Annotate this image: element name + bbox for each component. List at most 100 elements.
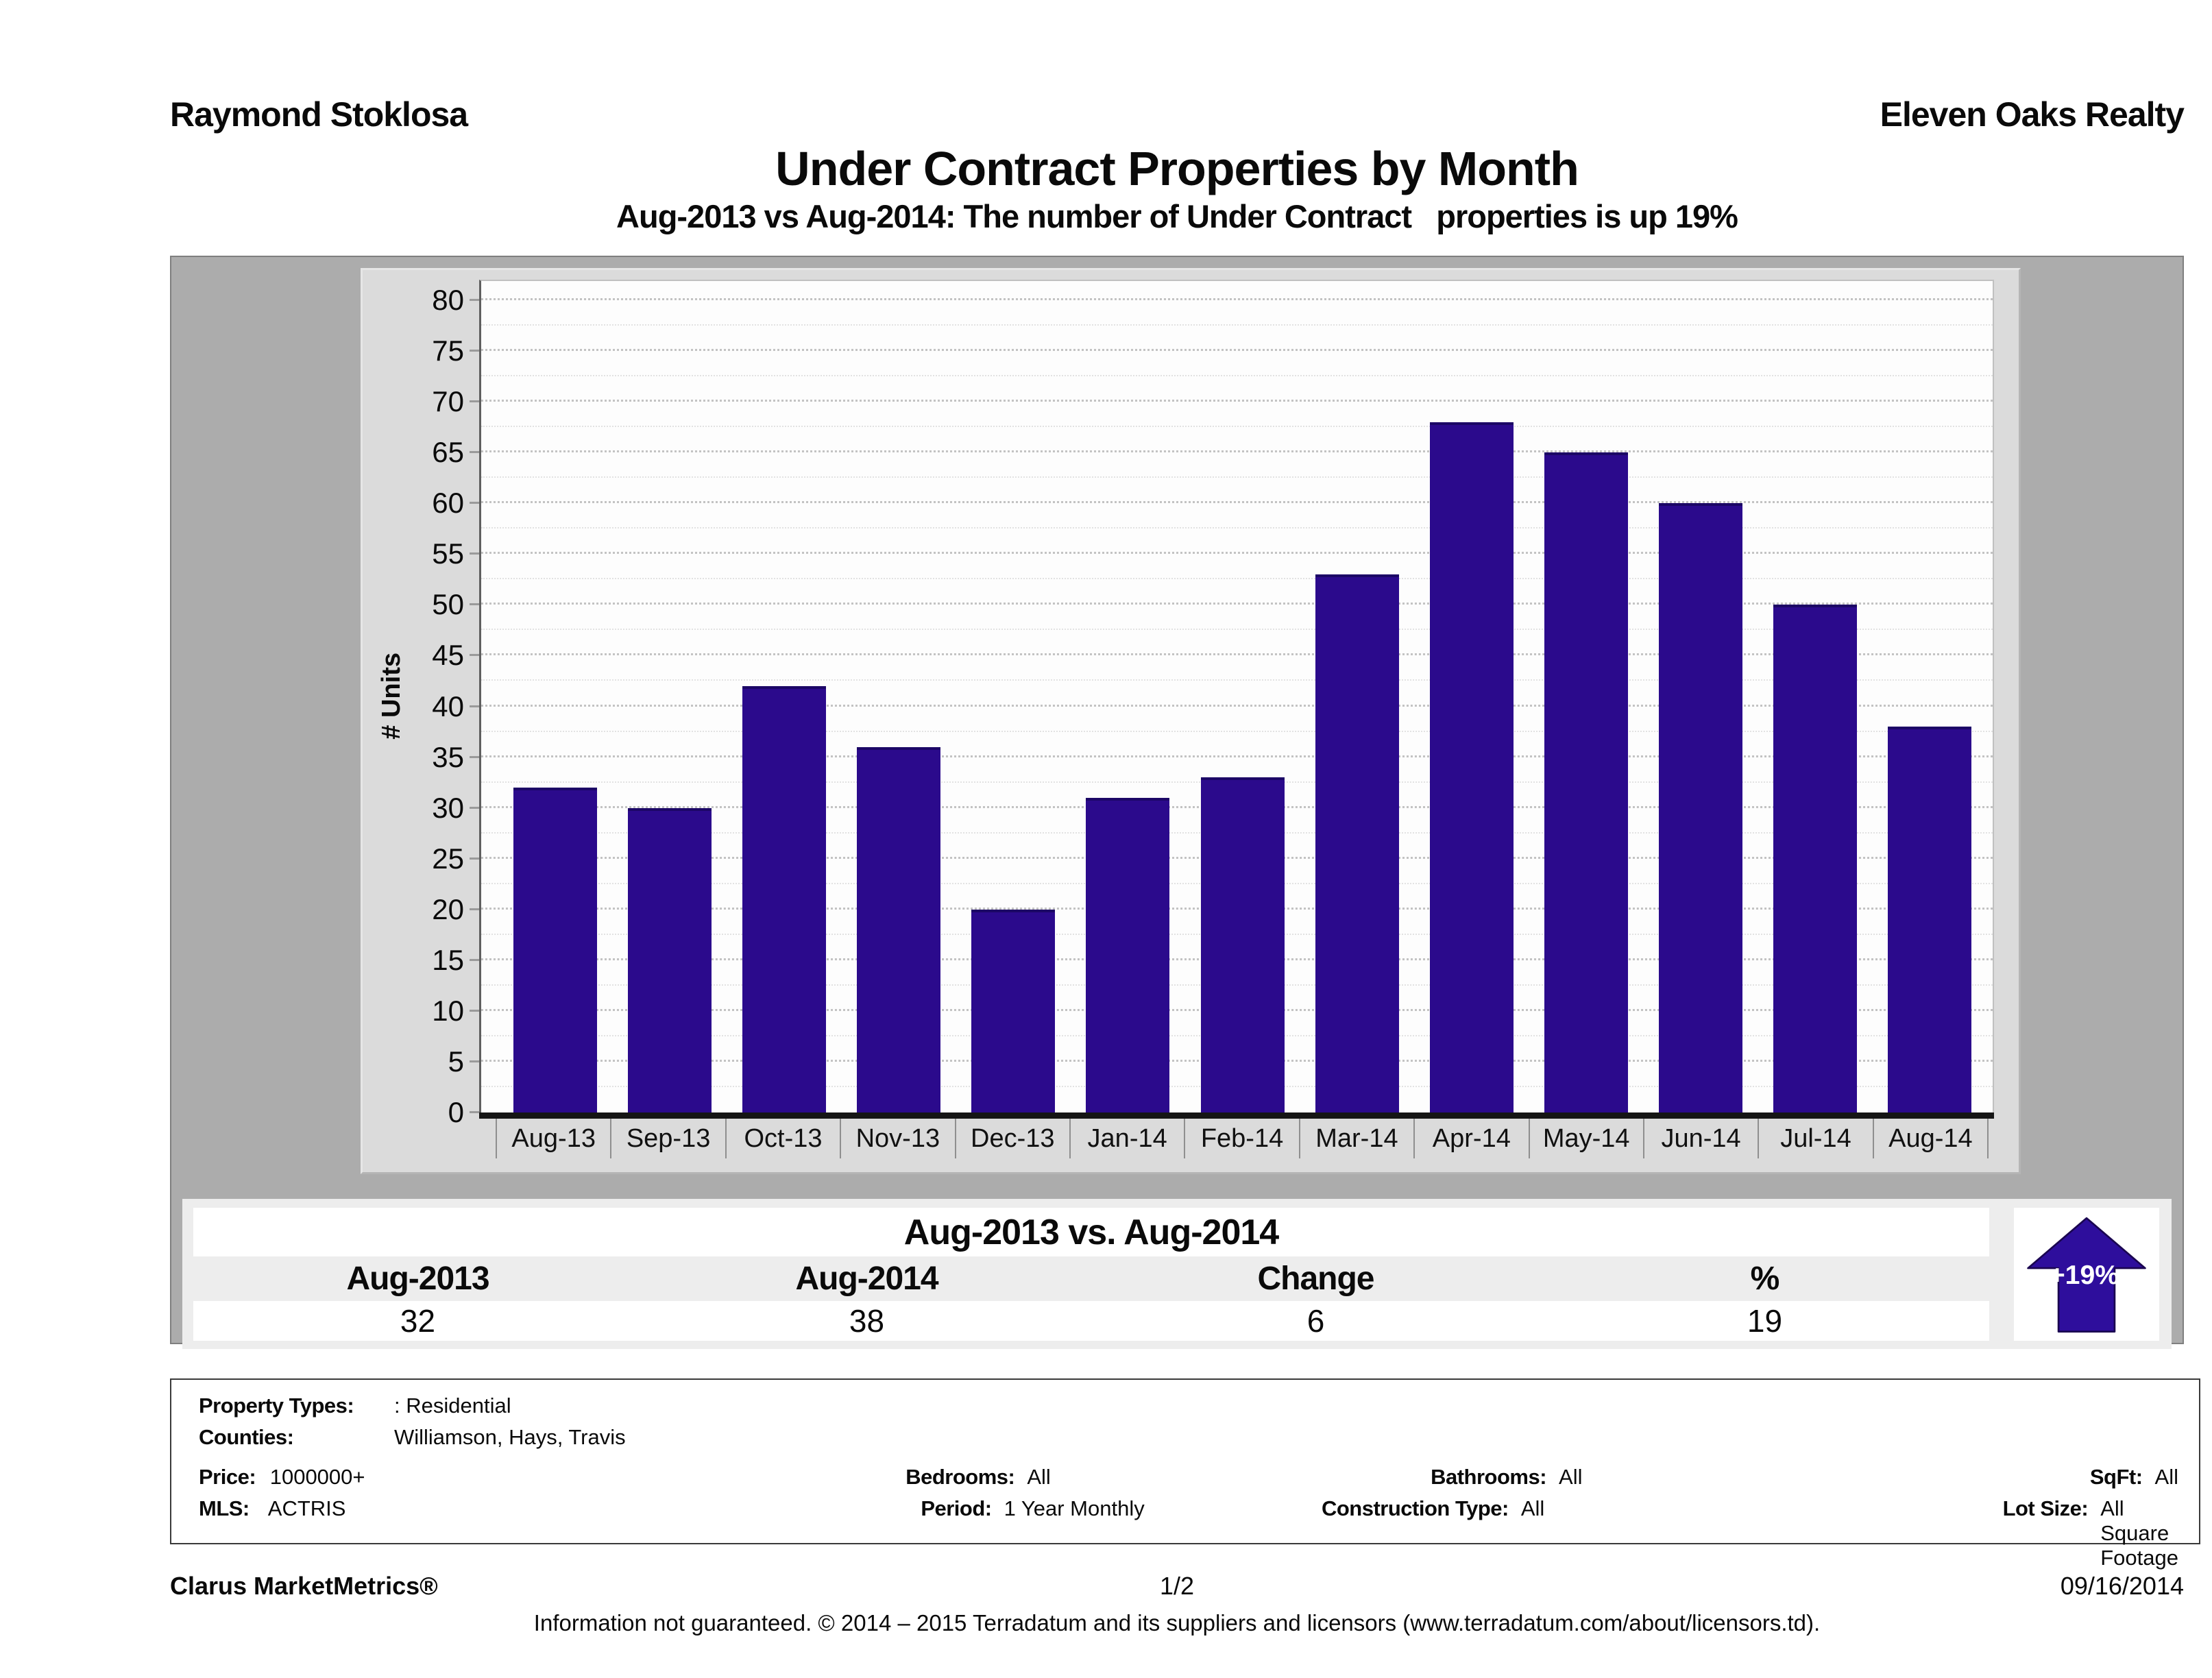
summary-col-header: Aug-2013 <box>346 1261 489 1297</box>
bar-slot-Aug-14 <box>1873 281 1987 1112</box>
summary-value: 38 <box>849 1303 885 1339</box>
bar-slot-Feb-14 <box>1185 281 1300 1112</box>
summary-col-header: % <box>1750 1261 1780 1297</box>
gridline-75 <box>481 349 1993 352</box>
y-tick-label-40: 40 <box>416 690 479 723</box>
minor-gridline-37.5 <box>481 730 1993 732</box>
bar-Oct-13 <box>742 685 826 1112</box>
gridline-40 <box>481 704 1993 707</box>
mls-value: ACTRIS <box>267 1496 346 1520</box>
minor-gridline-62.5 <box>481 476 1993 478</box>
bar-slot-Nov-13 <box>841 281 956 1112</box>
bathrooms-value: All <box>1559 1465 1583 1489</box>
summary-value: 19 <box>1747 1303 1783 1339</box>
x-tick-label-May-14: May-14 <box>1528 1119 1643 1158</box>
y-tick-label-25: 25 <box>416 842 479 875</box>
minor-gridline-42.5 <box>481 679 1993 681</box>
summary-value: 6 <box>1306 1303 1325 1339</box>
bar-Mar-14 <box>1315 574 1399 1112</box>
y-tick-label-75: 75 <box>416 335 479 367</box>
y-tick-label-65: 65 <box>416 436 479 469</box>
bar-Feb-14 <box>1200 777 1285 1112</box>
gridline-60 <box>481 501 1993 504</box>
y-tick-label-0: 0 <box>416 1096 479 1129</box>
plot-area <box>479 280 1994 1112</box>
x-tick-label-Nov-13: Nov-13 <box>840 1119 954 1158</box>
x-axis-line <box>479 1112 1994 1119</box>
bar-May-14 <box>1544 452 1628 1112</box>
y-tick-label-70: 70 <box>416 385 479 418</box>
period-value: 1 Year Monthly <box>1004 1496 1145 1520</box>
minor-gridline-72.5 <box>481 375 1993 377</box>
construction-type-value: All <box>1520 1496 1545 1520</box>
minor-gridline-67.5 <box>481 426 1993 428</box>
criteria-row: Counties: Williamson, Hays, Travis <box>199 1425 2178 1457</box>
bar-Jun-14 <box>1659 503 1743 1112</box>
lot-size-value: All Square Footage <box>2100 1496 2178 1570</box>
lot-size-label: Lot Size: <box>2002 1496 2089 1520</box>
counties-value: Williamson, Hays, Travis <box>394 1425 626 1449</box>
page-title: Under Contract Properties by Month <box>775 142 1579 195</box>
bar-slot-Dec-13 <box>956 281 1071 1112</box>
chart-inner: # Units 80 75 70 65 60 55 50 45 40 35 30 25 20 15 10 5 0… <box>369 280 1994 1172</box>
bar-Sep-13 <box>627 807 712 1112</box>
report-footer: Clarus MarketMetrics® 1/2 09/16/2014 <box>170 1572 2184 1601</box>
summary-band: Aug-2013 vs. Aug-2014 Aug-2013 Aug-2014 … <box>182 1199 2172 1349</box>
report-header: Raymond Stoklosa Eleven Oaks Realty <box>170 0 2185 134</box>
summary-value: 32 <box>400 1303 436 1339</box>
report-page: Raymond Stoklosa Eleven Oaks Realty Unde… <box>170 0 2200 1636</box>
summary-values-row: 32 38 6 19 <box>193 1301 1989 1341</box>
bar-Jan-14 <box>1086 797 1170 1112</box>
sqft-label: SqFt: <box>2089 1465 2143 1489</box>
bar-slot-Sep-13 <box>612 281 727 1112</box>
property-types-value: : Residential <box>394 1394 511 1418</box>
y-axis-tick-labels: 80 75 70 65 60 55 50 45 40 35 30 25 20 15 10 5 0 <box>413 280 479 1128</box>
summary-col-header: Change <box>1257 1261 1374 1297</box>
x-axis-tick-labels: Aug-13 Sep-13 Oct-13 Nov-13 Dec-13 Jan-14 Feb-… <box>496 1119 1989 1158</box>
bar-slot-Jun-14 <box>1644 281 1758 1112</box>
bar-slot-Jan-14 <box>1071 281 1185 1112</box>
bar-Aug-13 <box>513 788 597 1112</box>
footer-date: 09/16/2014 <box>2060 1572 2184 1600</box>
x-tick-label-Jun-14: Jun-14 <box>1642 1119 1758 1158</box>
summary-table: Aug-2013 vs. Aug-2014 Aug-2013 Aug-2014 … <box>193 1208 1989 1341</box>
x-tick-label-Jan-14: Jan-14 <box>1069 1119 1184 1158</box>
criteria-panel: Property Types: : Residential Counties: … <box>170 1378 2200 1570</box>
criteria-row: Price: 1000000+ Bedrooms: All Bathrooms:… <box>199 1465 2178 1496</box>
y-tick-label-10: 10 <box>416 995 479 1028</box>
gridline-50 <box>481 603 1993 605</box>
page-subtitle: Aug-2013 vs Aug-2014: The number of Unde… <box>616 198 1738 234</box>
bar-Jul-14 <box>1773 605 1858 1112</box>
chart-card: # Units 80 75 70 65 60 55 50 45 40 35 30 25 20 15 10 5 0… <box>170 256 2184 1349</box>
minor-gridline-52.5 <box>481 578 1993 580</box>
price-value: 1000000+ <box>269 1465 365 1489</box>
criteria-row: MLS: ACTRIS Period: 1 Year Monthly Const… <box>199 1496 2178 1570</box>
bedrooms-value: All <box>1027 1465 1051 1489</box>
y-tick-label-15: 15 <box>416 944 479 977</box>
y-axis-title: # Units <box>376 653 406 740</box>
chart-panel: # Units 80 75 70 65 60 55 50 45 40 35 30 25 20 15 10 5 0… <box>361 268 2021 1174</box>
bar-Apr-14 <box>1429 422 1514 1112</box>
y-tick-label-35: 35 <box>416 741 479 774</box>
up-arrow-icon: +19% <box>2027 1217 2146 1333</box>
bathrooms-label: Bathrooms: <box>1431 1465 1547 1489</box>
x-tick-label-Dec-13: Dec-13 <box>954 1119 1069 1158</box>
footer-brand: Clarus MarketMetrics® <box>170 1572 438 1600</box>
x-tick-label-Sep-13: Sep-13 <box>610 1119 725 1158</box>
bar-slot-Oct-13 <box>727 281 841 1112</box>
minor-gridline-77.5 <box>481 324 1993 326</box>
y-tick-label-55: 55 <box>416 537 479 570</box>
minor-gridline-57.5 <box>481 527 1993 529</box>
y-tick-label-30: 30 <box>416 792 479 825</box>
x-tick-label-Mar-14: Mar-14 <box>1298 1119 1413 1158</box>
summary-title: Aug-2013 vs. Aug-2014 <box>193 1208 1989 1256</box>
mls-label: MLS: <box>199 1496 250 1520</box>
bedrooms-label: Bedrooms: <box>906 1465 1015 1489</box>
bar-Dec-13 <box>971 909 1056 1112</box>
criteria-row: Property Types: : Residential <box>199 1394 2178 1425</box>
gridline-55 <box>481 552 1993 555</box>
x-tick-label-Feb-14: Feb-14 <box>1184 1119 1298 1158</box>
bars <box>498 281 1987 1112</box>
gridline-70 <box>481 400 1993 402</box>
counties-label: Counties: <box>199 1425 294 1449</box>
